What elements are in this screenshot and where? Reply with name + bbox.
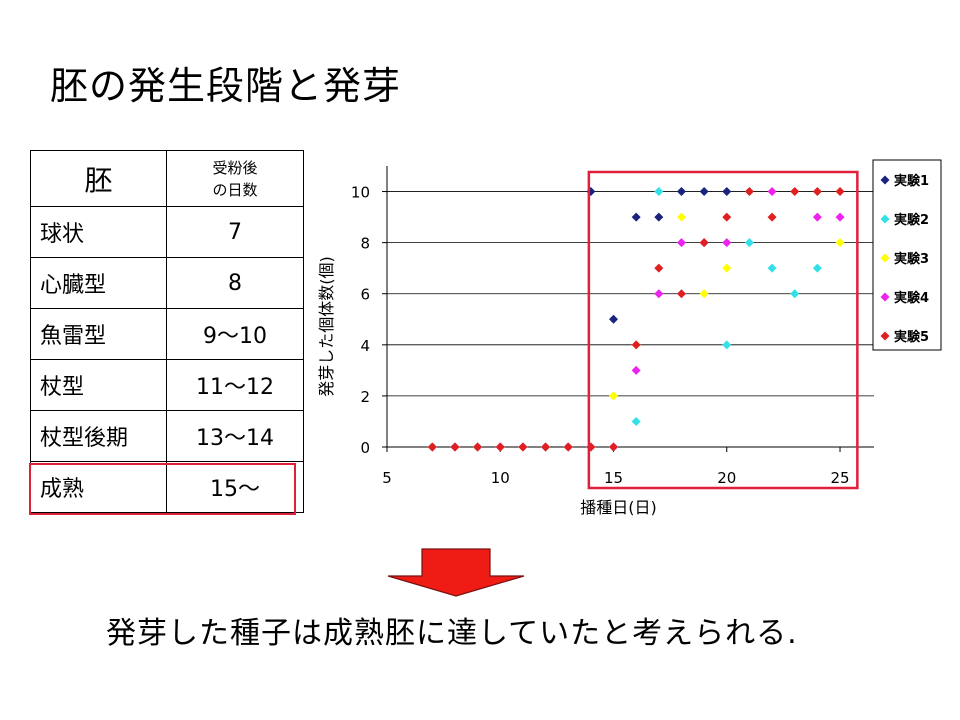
legend-label: 実験3 [894,251,929,267]
table-row: 成熟 15〜 [30,461,304,513]
data-point-s5 [473,442,483,452]
data-point-s1 [699,187,709,197]
data-point-s4 [812,212,822,222]
stage-days: 11〜12 [166,359,304,411]
data-point-s5 [744,187,754,197]
data-point-s5 [518,442,528,452]
data-point-s4 [631,365,641,375]
data-point-s4 [767,187,777,197]
x-tick-label: 10 [491,469,510,487]
legend-label: 実験5 [894,329,929,345]
x-tick-label: 5 [382,469,392,487]
data-point-s2 [722,340,732,350]
data-point-s5 [609,442,619,452]
data-point-s5 [563,442,573,452]
data-point-s2 [812,263,822,273]
y-tick-label: 10 [351,184,370,202]
table-header-days-line2: の日数 [212,180,258,199]
x-tick-label: 25 [830,469,849,487]
table-row: 心臓型 8 [30,257,304,309]
y-tick-label: 8 [360,235,370,253]
conclusion-text: 発芽した種子は成熟胚に達していたと考えられる. [106,616,798,651]
data-point-s3 [722,263,732,273]
data-point-s2 [631,416,641,426]
data-point-s5 [676,289,686,299]
data-point-s5 [495,442,505,452]
data-point-s4 [835,212,845,222]
data-point-s5 [767,212,777,222]
mature-range-highlight [587,170,859,490]
legend-marker [880,331,890,341]
data-point-s5 [450,442,460,452]
data-point-s5 [699,238,709,248]
page-title: 胚の発生段階と発芽 [50,64,402,108]
legend-marker [880,175,890,185]
table-row: 魚雷型 9〜10 [30,308,304,360]
legend-label: 実験1 [894,173,929,189]
stage-days: 9〜10 [166,308,304,360]
data-point-s4 [676,238,686,248]
data-point-s3 [699,289,709,299]
data-point-s1 [654,212,664,222]
data-point-s2 [744,238,754,248]
data-point-s5 [722,212,732,222]
data-point-s2 [767,263,777,273]
data-point-s2 [790,289,800,299]
data-point-s3 [835,238,845,248]
data-point-s1 [722,187,732,197]
stage-table: 胚 受粉後 の日数 球状 7 心臓型 8 魚雷型 9〜10 杖型 11〜12 杖… [30,150,304,513]
legend-label: 実験4 [894,290,929,306]
data-point-s5 [790,187,800,197]
data-point-s5 [427,442,437,452]
table-row: 球状 7 [30,206,304,258]
stage-name: 心臓型 [30,257,167,309]
y-tick-label: 2 [360,388,370,406]
data-point-s4 [722,238,732,248]
data-point-s5 [835,187,845,197]
stage-name: 魚雷型 [30,308,167,360]
legend-label: 実験2 [894,212,929,228]
data-point-s5 [654,263,664,273]
y-tick-label: 4 [360,337,370,355]
stage-name: 球状 [30,206,167,258]
data-point-s1 [631,212,641,222]
x-tick-label: 15 [604,469,623,487]
y-axis-label: 発芽した個体数(個) [317,256,336,397]
x-axis-label: 播種日(日) [580,498,657,517]
stage-name: 成熟 [30,461,167,513]
data-point-s1 [609,314,619,324]
x-tick-label: 20 [717,469,736,487]
down-arrow-icon [387,548,525,597]
data-point-s3 [676,212,686,222]
data-point-s1 [676,187,686,197]
data-point-s3 [609,391,619,401]
y-tick-label: 0 [360,439,370,457]
data-point-s5 [541,442,551,452]
data-point-s5 [631,340,641,350]
data-point-s2 [654,187,664,197]
table-row: 杖型後期 13〜14 [30,410,304,462]
stage-days: 13〜14 [166,410,304,462]
data-point-s5 [812,187,822,197]
legend-marker [880,214,890,224]
y-tick-label: 6 [360,286,370,304]
legend-marker [880,253,890,263]
table-header-stage: 胚 [30,150,167,207]
table-header-days-line1: 受粉後 [212,158,258,177]
stage-days: 15〜 [166,461,304,513]
legend-marker [880,292,890,302]
data-point-s4 [654,289,664,299]
